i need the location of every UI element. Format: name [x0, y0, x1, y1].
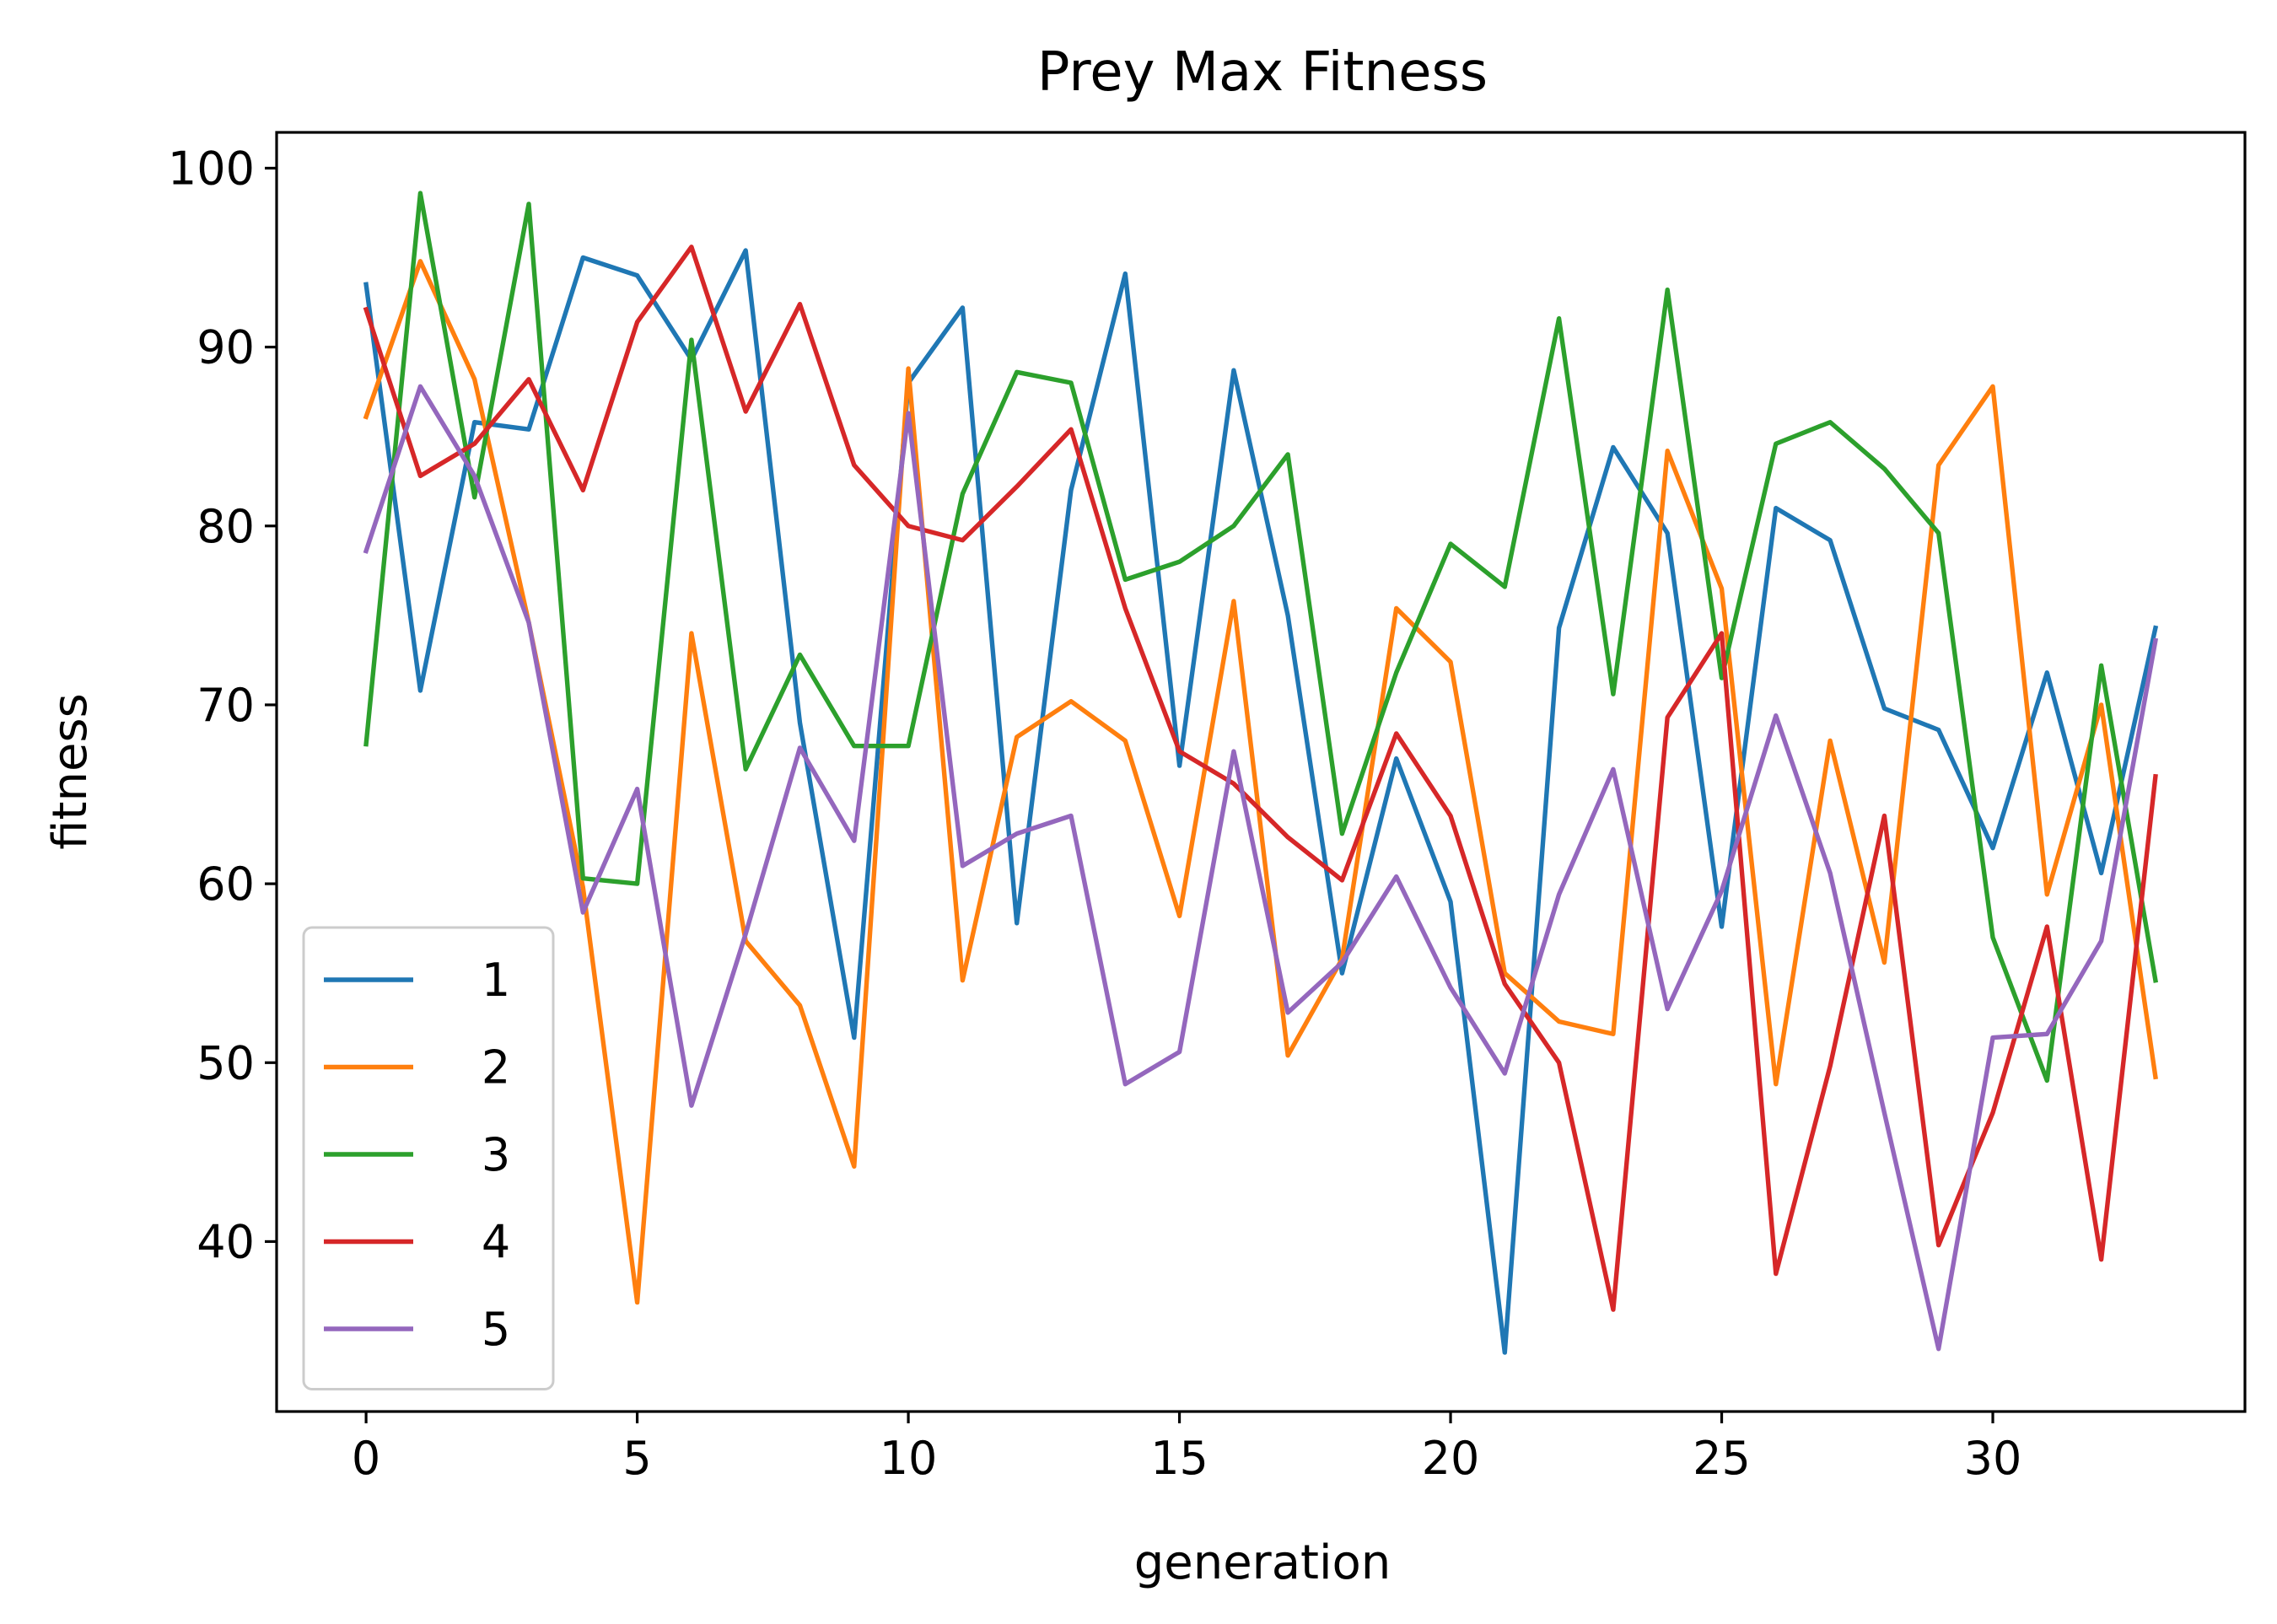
legend-label-3: 3 [482, 1128, 510, 1181]
y-tick-label-5: 90 [196, 321, 255, 374]
y-tick-label-6: 100 [168, 142, 255, 195]
y-tick-label-4: 80 [196, 500, 255, 553]
legend-box [302, 926, 555, 1390]
x-tick-label-4: 20 [1422, 1432, 1480, 1485]
y-tick-label-3: 70 [196, 679, 255, 732]
y-axis: 40 50 60 70 80 90 100 [168, 142, 277, 1268]
series-layer [363, 191, 2159, 1355]
x-tick-label-1: 5 [622, 1432, 651, 1485]
legend-label-2: 2 [482, 1041, 510, 1094]
legend: 1 2 3 4 5 [302, 926, 555, 1390]
plot-frame [275, 131, 2247, 1413]
y-tick-label-2: 60 [196, 858, 255, 911]
x-axis-label: generation [1134, 1535, 1392, 1590]
x-axis: 0 5 10 15 20 25 30 [352, 1412, 2021, 1485]
x-tick-label-5: 25 [1693, 1432, 1751, 1485]
series-line-4 [363, 245, 2158, 1312]
x-tick-label-3: 15 [1150, 1432, 1208, 1485]
legend-label-1: 1 [482, 954, 510, 1007]
y-tick-label-1: 50 [196, 1036, 255, 1089]
x-tick-label-6: 30 [1964, 1432, 2022, 1485]
x-tick-label-2: 10 [880, 1432, 938, 1485]
series-line-5 [363, 384, 2159, 1352]
y-axis-label: fitness [43, 693, 98, 850]
y-tick-label-0: 40 [196, 1215, 255, 1268]
legend-label-4: 4 [482, 1216, 510, 1269]
legend-label-5: 5 [482, 1303, 510, 1356]
chart-title: Prey Max Fitness [1037, 41, 1488, 104]
x-tick-label-0: 0 [352, 1432, 380, 1485]
series-line-3 [363, 191, 2159, 1084]
series-line-2 [363, 259, 2158, 1305]
